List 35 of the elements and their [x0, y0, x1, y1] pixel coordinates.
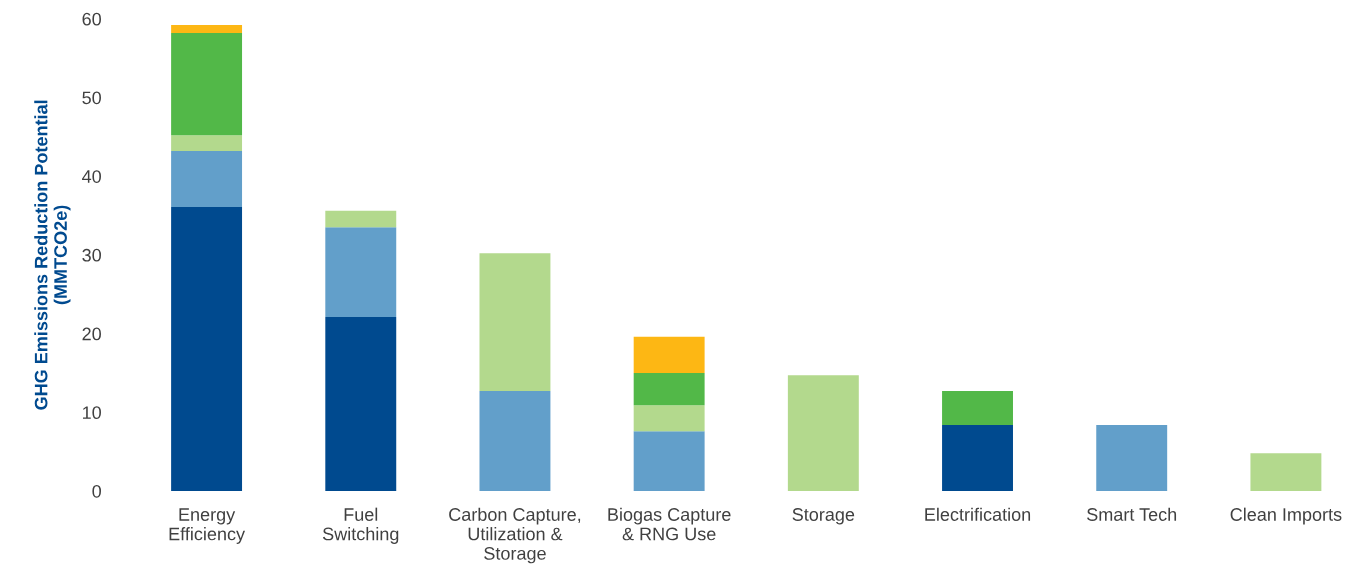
bar	[787, 375, 859, 491]
bar	[171, 206, 243, 491]
y-tick-label: 40	[82, 170, 101, 183]
bar	[171, 135, 243, 152]
bar	[633, 336, 705, 373]
x-tick-label: Clean Imports	[1230, 507, 1342, 525]
y-tick-label: 10	[83, 406, 101, 420]
bar	[325, 317, 397, 491]
y-tick-label: 30	[82, 248, 101, 262]
x-tick-label: Storage	[792, 508, 855, 525]
bar	[171, 25, 243, 33]
y-tick-label: 20	[82, 327, 101, 341]
bar	[942, 424, 1013, 491]
bar	[942, 391, 1013, 425]
bar	[171, 151, 243, 207]
bar	[325, 210, 397, 228]
y-axis-title: GHG Emissions Reduction Potential (MMTCO2e)	[34, 100, 71, 410]
x-tick-label: Biogas Capture & RNG Use	[608, 507, 731, 541]
x-tick-label: Energy Efficiency	[169, 508, 246, 544]
bar	[633, 372, 705, 406]
bar	[325, 227, 397, 318]
x-tick-label: Smart Tech	[1087, 507, 1177, 521]
x-tick-label: Carbon Capture, Utilization & Storage	[449, 507, 581, 564]
y-tick-label: 60	[82, 12, 101, 26]
x-tick-label: Fuel Switching	[322, 507, 399, 544]
y-tick-label: 0	[92, 484, 101, 498]
bar	[171, 32, 243, 136]
bar	[1096, 424, 1168, 491]
bar	[1250, 453, 1322, 491]
bar	[479, 253, 551, 392]
bar	[633, 431, 705, 491]
y-tick-label: 50	[82, 91, 101, 105]
bar	[633, 405, 705, 432]
x-tick-label: Electrification	[925, 507, 1031, 521]
bar	[479, 391, 551, 491]
